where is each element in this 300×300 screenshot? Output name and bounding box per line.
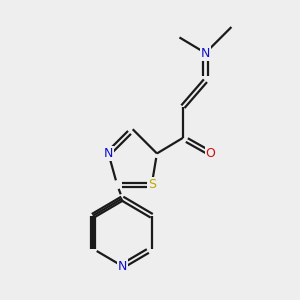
Text: O: O [206,147,216,160]
Text: N: N [118,260,127,272]
Text: S: S [148,178,156,191]
Text: N: N [201,46,210,59]
Text: N: N [104,147,113,160]
